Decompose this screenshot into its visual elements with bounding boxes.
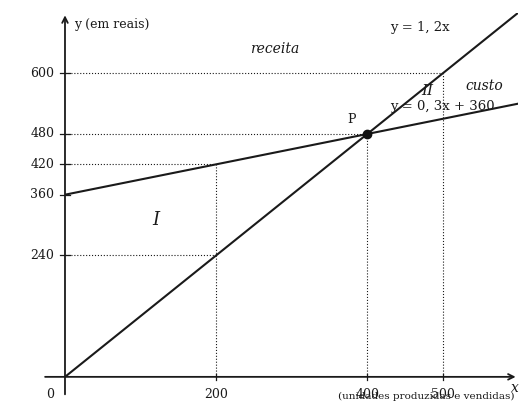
Text: 600: 600 (30, 67, 54, 80)
Text: (unidades produzidas e vendidas): (unidades produzidas e vendidas) (338, 392, 515, 401)
Text: y (em reais): y (em reais) (74, 18, 149, 31)
Text: 0: 0 (47, 388, 54, 401)
Text: 400: 400 (355, 388, 379, 401)
Text: 200: 200 (204, 388, 228, 401)
Text: receita: receita (250, 41, 299, 56)
Text: P: P (348, 113, 356, 126)
Text: x: x (511, 381, 519, 395)
Text: 420: 420 (31, 158, 54, 171)
Text: I: I (152, 211, 159, 229)
Text: 500: 500 (431, 388, 455, 401)
Text: y = 1, 2x: y = 1, 2x (390, 21, 450, 34)
Text: 240: 240 (31, 249, 54, 262)
Text: custo: custo (466, 79, 503, 93)
Text: 480: 480 (30, 127, 54, 140)
Text: II: II (422, 84, 434, 98)
Text: y = 0, 3x + 360: y = 0, 3x + 360 (390, 99, 495, 112)
Text: 360: 360 (30, 188, 54, 201)
